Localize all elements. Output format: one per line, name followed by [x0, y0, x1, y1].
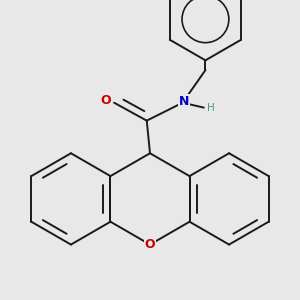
Text: O: O — [145, 238, 155, 251]
Text: H: H — [207, 103, 215, 112]
Text: N: N — [179, 94, 189, 108]
Text: O: O — [101, 94, 111, 106]
